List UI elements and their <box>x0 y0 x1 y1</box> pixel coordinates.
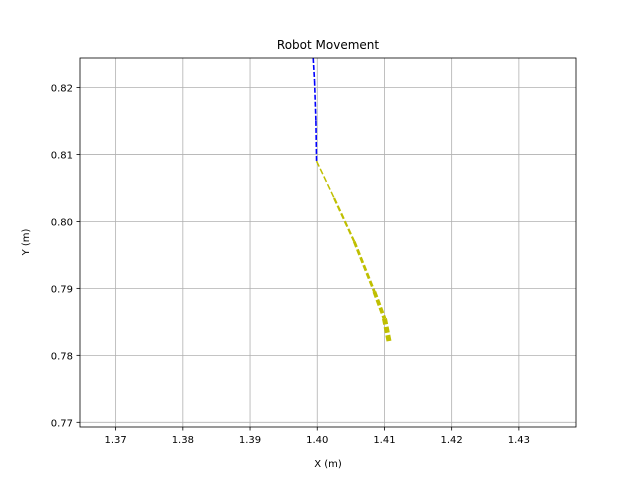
x-tick-label: 1.43 <box>508 435 530 446</box>
series-layer <box>312 57 392 343</box>
x-tick-label: 1.39 <box>239 435 261 446</box>
y-tick-label: 0.77 <box>51 418 73 429</box>
series-segment <box>312 57 316 81</box>
x-tick-label: 1.41 <box>373 435 395 446</box>
series-path <box>312 57 318 162</box>
series-segment <box>315 160 335 199</box>
x-tick-label: 1.40 <box>306 435 328 446</box>
series-segment <box>382 318 392 343</box>
series-path <box>315 160 392 343</box>
series-segment <box>313 80 317 121</box>
series-segment <box>372 291 387 320</box>
y-tick-label: 0.81 <box>51 150 73 161</box>
series-segment <box>315 120 318 162</box>
y-axis-label: Y (m) <box>21 228 32 256</box>
series-segment <box>352 240 376 293</box>
x-axis-label: X (m) <box>314 459 342 470</box>
x-tick-label: 1.37 <box>104 435 126 446</box>
series-segment <box>333 197 356 242</box>
plot-frame <box>79 57 577 428</box>
x-tick-label: 1.42 <box>441 435 463 446</box>
y-tick-label: 0.78 <box>51 351 73 362</box>
y-tick-label: 0.82 <box>51 83 73 94</box>
y-tick-label: 0.80 <box>51 217 73 228</box>
x-tick-label: 1.38 <box>172 435 194 446</box>
grid <box>80 58 576 427</box>
axis-ticks: 1.37 1.38 1.39 1.40 1.41 1.42 1.43 0.77 0.78 0.79… <box>51 83 530 446</box>
chart-title: Robot Movement <box>277 38 379 52</box>
y-tick-label: 0.79 <box>51 284 73 295</box>
